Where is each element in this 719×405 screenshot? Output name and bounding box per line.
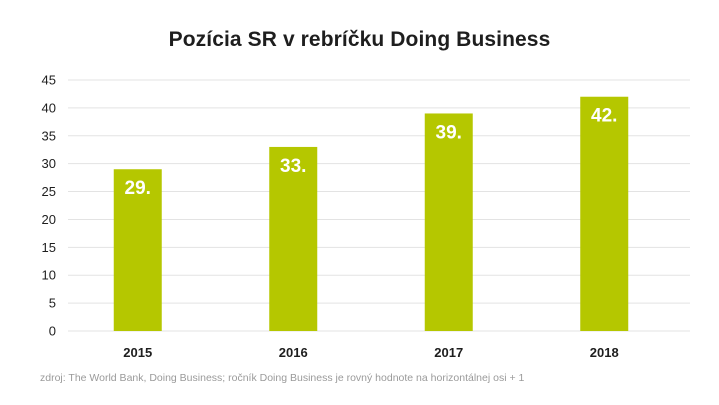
x-axis-categories: 2015 2016 2017 2018	[123, 345, 618, 360]
x-category-label: 2017	[434, 345, 463, 360]
y-tick-label: 25	[42, 184, 56, 199]
bar-value-label: 33.	[280, 156, 306, 177]
bar	[580, 96, 629, 331]
bar-value-label: 39.	[436, 122, 462, 143]
bar-value-label: 42.	[591, 106, 617, 127]
source-note: zdroj: The World Bank, Doing Business; r…	[40, 372, 525, 384]
bars	[113, 96, 629, 331]
y-axis-ticks: 0 5 10 15 20 25 30 35 40 45	[42, 73, 56, 339]
y-tick-label: 10	[42, 268, 56, 283]
bar	[424, 113, 473, 331]
x-category-label: 2015	[123, 345, 152, 360]
y-tick-label: 35	[42, 128, 56, 143]
data-labels: 29. 33. 39. 42.	[125, 106, 618, 200]
y-tick-label: 0	[49, 324, 56, 339]
bar-value-label: 29.	[125, 178, 151, 199]
x-category-label: 2016	[279, 345, 308, 360]
y-tick-label: 15	[42, 240, 56, 255]
y-tick-label: 30	[42, 156, 56, 171]
y-tick-label: 45	[42, 73, 56, 88]
bar	[269, 146, 318, 331]
y-tick-label: 40	[42, 100, 56, 115]
x-category-label: 2018	[590, 345, 619, 360]
chart-title: Pozícia SR v rebríčku Doing Business	[168, 28, 551, 51]
bar	[113, 169, 162, 331]
y-tick-label: 20	[42, 212, 56, 227]
y-tick-label: 5	[49, 296, 56, 311]
